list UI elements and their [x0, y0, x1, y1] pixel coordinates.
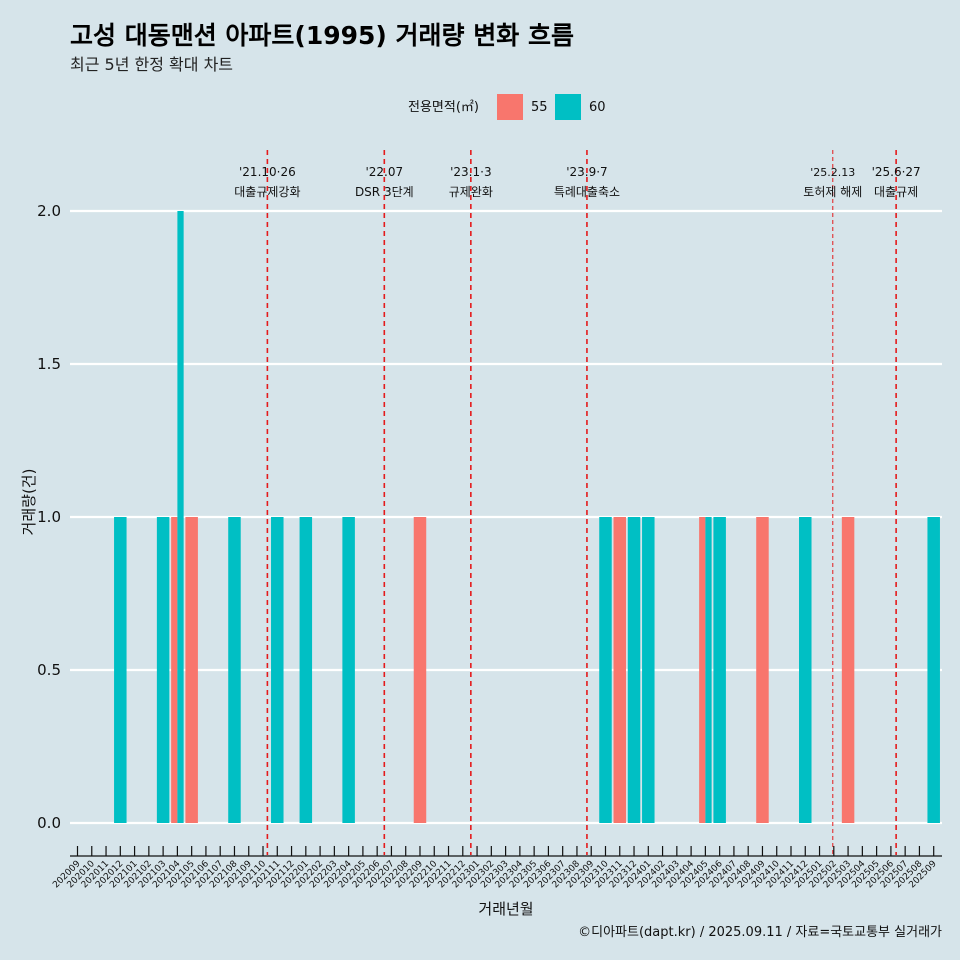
event-date-label: '22.07 — [365, 165, 403, 179]
bar-60-202509 — [927, 517, 940, 823]
legend-key-60 — [555, 94, 581, 120]
caption: ©디아파트(dapt.kr) / 2025.09.11 / 자료=국토교통부 실… — [578, 925, 942, 940]
event-name-label: DSR 3단계 — [355, 185, 414, 199]
chart-title: 고성 대동맨션 아파트(1995) 거래량 변화 흐름 — [70, 21, 574, 50]
event-name-label: 규제완화 — [449, 185, 493, 199]
bar-60-202412 — [799, 517, 812, 823]
event-date-label: '21.10·26 — [239, 165, 296, 179]
legend-label-60: 60 — [589, 100, 606, 115]
chart-subtitle: 최근 5년 한정 확대 차트 — [70, 55, 233, 74]
event-name-label: 대출규제강화 — [234, 185, 300, 199]
event-date-label: '25.2.13 — [810, 166, 855, 179]
bar-55-202405 — [699, 517, 706, 823]
bar-55-202105 — [185, 517, 198, 823]
x-axis: 2020092020102020112020122021012021022021… — [51, 846, 942, 890]
bar-60-202406 — [713, 517, 726, 823]
bar-60-202111 — [271, 517, 284, 823]
y-tick-label: 1.5 — [37, 355, 61, 373]
bar-55-202209 — [413, 517, 427, 823]
bar-55-202311 — [613, 517, 627, 823]
bar-55-202104 — [171, 517, 178, 823]
legend-key-55 — [497, 94, 523, 120]
bar-60-202103 — [156, 517, 170, 823]
event-date-label: '25.6·27 — [872, 165, 921, 179]
bar-55-202503 — [841, 517, 855, 823]
bar-60-202104 — [177, 211, 184, 823]
y-tick-label: 2.0 — [37, 202, 61, 220]
bar-60-202108 — [228, 517, 241, 823]
bar-60-202204 — [342, 517, 355, 823]
gridlines — [70, 209, 942, 825]
legend-label-55: 55 — [531, 100, 548, 115]
bar-60-202401 — [642, 517, 655, 823]
bar-55-202409 — [756, 517, 769, 823]
bar-60-202405 — [705, 517, 712, 823]
event-name-label: 대출규제 — [874, 185, 918, 199]
event-date-label: '23.1·3 — [450, 165, 491, 179]
y-axis-labels: 0.0 2.0 1.5 1.0 0.5 — [37, 202, 61, 832]
legend-title: 전용면적(㎡) — [408, 100, 479, 115]
bar-60-202312 — [627, 517, 641, 823]
y-tick-label: 0.0 — [37, 814, 61, 832]
bars — [114, 211, 940, 823]
y-tick-label: 0.5 — [37, 661, 61, 679]
event-date-label: '23.9·7 — [566, 165, 607, 179]
bar-60-202012 — [114, 517, 127, 823]
y-tick-label: 1.0 — [37, 508, 61, 526]
bar-60-202310 — [599, 517, 612, 823]
event-name-label: 특례대출축소 — [554, 185, 620, 199]
event-lines: '21.10·26 대출규제강화 '22.07 DSR 3단계 '23.1·3 규제완화 '… — [234, 150, 921, 855]
event-name-label: 토허제 해제 — [803, 185, 862, 199]
x-axis-title: 거래년월 — [478, 900, 533, 918]
y-axis-title: 거래량(건) — [20, 469, 38, 536]
bar-60-202201 — [299, 517, 313, 823]
legend: 전용면적(㎡) 55 60 — [408, 94, 606, 120]
